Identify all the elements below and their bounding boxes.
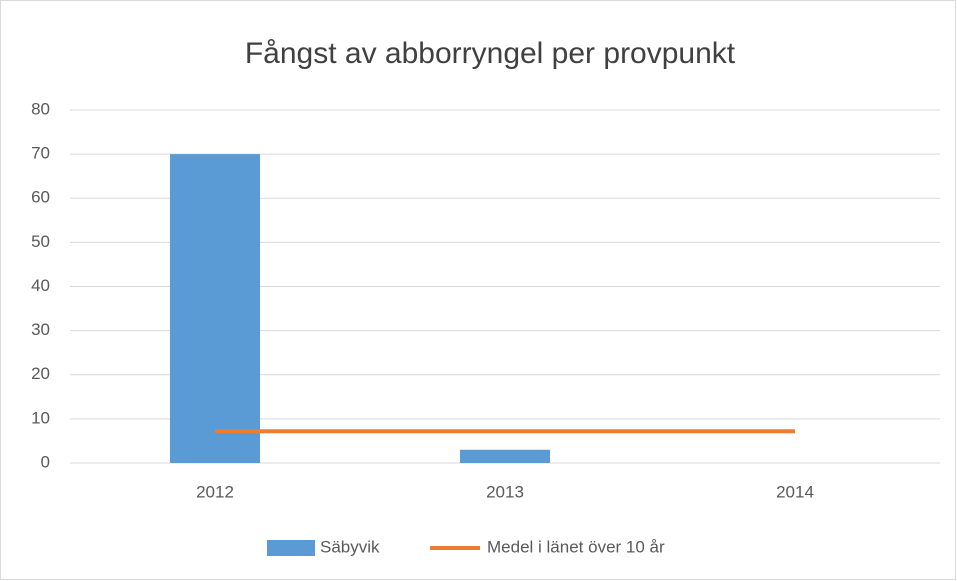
y-tick-label: 40 xyxy=(31,276,50,295)
x-tick-label: 2014 xyxy=(776,482,814,501)
bar xyxy=(170,154,260,463)
y-tick-label: 10 xyxy=(31,408,50,427)
y-tick-label: 80 xyxy=(31,99,50,118)
legend-swatch xyxy=(267,540,315,556)
bar xyxy=(460,449,550,463)
legend-label: Medel i länet över 10 år xyxy=(487,537,665,556)
x-tick-label: 2013 xyxy=(486,482,524,501)
y-tick-label: 0 xyxy=(41,452,50,471)
y-tick-label: 50 xyxy=(31,232,50,251)
chart-title: Fångst av abborryngel per provpunkt xyxy=(245,37,736,70)
y-tick-label: 60 xyxy=(31,188,50,207)
legend-label: Säbyvik xyxy=(320,537,380,556)
y-tick-label: 70 xyxy=(31,144,50,163)
y-tick-label: 20 xyxy=(31,364,50,383)
x-tick-label: 2012 xyxy=(196,482,234,501)
y-tick-label: 30 xyxy=(31,320,50,339)
